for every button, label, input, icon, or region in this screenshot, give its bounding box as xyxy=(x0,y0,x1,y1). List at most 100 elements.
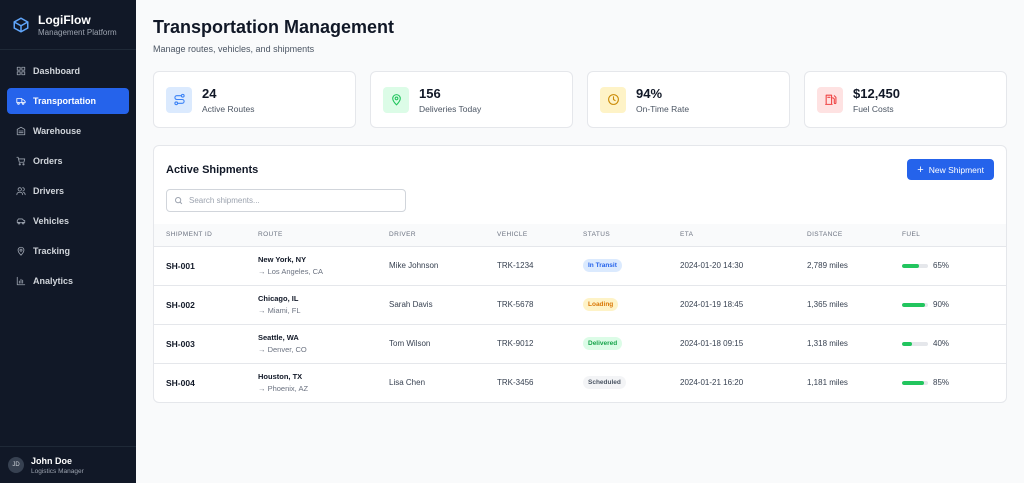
driver: Tom Wilson xyxy=(389,323,497,363)
stat-card: 94% On-Time Rate xyxy=(587,71,790,128)
logo: LogiFlow Management Platform xyxy=(0,0,136,50)
stat-card: $12,450 Fuel Costs xyxy=(804,71,1007,128)
sidebar-item-label: Tracking xyxy=(33,246,71,256)
stat-value: $12,450 xyxy=(853,85,900,101)
route-to: → Phoenix, AZ xyxy=(258,384,309,394)
sidebar-item-label: Vehicles xyxy=(33,216,70,226)
user-name: John Doe xyxy=(31,455,73,466)
sidebar-item-label: Dashboard xyxy=(33,66,81,76)
sidebar-item-dashboard[interactable]: Dashboard xyxy=(7,58,129,84)
sidebar-item-orders[interactable]: Orders xyxy=(7,148,129,174)
stat-value: 24 xyxy=(202,85,217,101)
driver: Lisa Chen xyxy=(389,362,497,402)
sidebar-item-analytics[interactable]: Analytics xyxy=(7,268,129,294)
clock-icon xyxy=(600,86,626,113)
new-shipment-button[interactable]: + New Shipment xyxy=(907,159,994,180)
search-box xyxy=(166,189,406,212)
column-header[interactable]: FUEL xyxy=(902,231,921,239)
stat-value: 156 xyxy=(419,85,441,101)
fuel-label: 90% xyxy=(933,300,950,309)
car-icon xyxy=(16,216,26,226)
distance: 2,789 miles xyxy=(807,245,902,285)
column-header[interactable]: DISTANCE xyxy=(807,231,843,239)
user-role: Logistics Manager xyxy=(31,467,84,475)
fuel-bar xyxy=(902,263,928,268)
chart-icon xyxy=(16,276,26,286)
vehicle: TRK-3456 xyxy=(497,362,583,402)
route-from: Seattle, WA xyxy=(258,333,299,342)
vehicle: TRK-5678 xyxy=(497,284,583,324)
truck-icon xyxy=(16,96,26,106)
avatar: JD xyxy=(8,457,24,473)
status-badge: In Transit xyxy=(583,259,622,272)
sidebar-item-warehouse[interactable]: Warehouse xyxy=(7,118,129,144)
driver: Sarah Davis xyxy=(389,284,497,324)
user-profile[interactable]: JD John Doe Logistics Manager xyxy=(0,446,136,483)
status-badge: Delivered xyxy=(583,337,623,350)
column-header[interactable]: DRIVER xyxy=(389,231,416,239)
shipments-card: Active Shipments + New Shipment SHIPMENT … xyxy=(153,145,1007,403)
column-header[interactable]: ETA xyxy=(680,231,694,239)
stat-label: Fuel Costs xyxy=(853,103,894,114)
distance: 1,181 miles xyxy=(807,362,902,402)
column-header[interactable]: VEHICLE xyxy=(497,231,528,239)
table-row[interactable]: SH-001 New York, NY → Los Angeles, CA Mik… xyxy=(154,245,1006,285)
fuel-bar xyxy=(902,381,928,386)
app-tagline: Management Platform xyxy=(38,27,117,37)
sidebar: LogiFlow Management Platform Dashboard Tra… xyxy=(0,0,136,483)
route-to: → Los Angeles, CA xyxy=(258,267,324,276)
fuel-bar xyxy=(902,341,928,346)
sidebar-nav: Dashboard Transportation Warehouse Orders Dr… xyxy=(0,50,136,306)
map-pin-icon xyxy=(383,86,409,113)
fuel-label: 65% xyxy=(933,261,950,270)
route-from: New York, NY xyxy=(258,255,307,264)
fuel-icon xyxy=(817,86,843,113)
sidebar-item-label: Warehouse xyxy=(33,126,82,136)
search-input[interactable] xyxy=(189,196,389,205)
stat-card: 24 Active Routes xyxy=(153,71,356,128)
distance: 1,365 miles xyxy=(807,284,902,324)
fuel-label: 85% xyxy=(933,378,950,388)
stat-label: On-Time Rate xyxy=(636,103,690,114)
eta: 2024-01-21 16:20 xyxy=(680,362,807,402)
route-to: → Denver, CO xyxy=(258,345,307,354)
column-header[interactable]: SHIPMENT ID xyxy=(166,231,213,239)
table-row[interactable]: SH-002 Chicago, IL → Miami, FL Sarah Davi… xyxy=(154,284,1006,324)
route-to: → Miami, FL xyxy=(258,306,301,315)
stat-label: Active Routes xyxy=(202,103,255,114)
page-title: Transportation Management xyxy=(153,17,395,37)
sidebar-item-label: Orders xyxy=(33,156,63,166)
shipment-id: SH-004 xyxy=(166,377,195,388)
map-pin-icon xyxy=(16,246,26,256)
shipment-id: SH-002 xyxy=(166,299,195,310)
sidebar-item-drivers[interactable]: Drivers xyxy=(7,178,129,204)
stats-cards: 24 Active Routes 156 Deliveries Today 94% On-… xyxy=(153,71,1007,128)
column-header[interactable]: ROUTE xyxy=(258,231,283,239)
fuel-bar xyxy=(902,302,928,307)
warehouse-icon xyxy=(16,126,26,136)
stat-label: Deliveries Today xyxy=(419,103,482,114)
table-row[interactable]: SH-004 Houston, TX → Phoenix, AZ Lisa Che… xyxy=(154,362,1006,402)
column-header[interactable]: STATUS xyxy=(583,231,611,239)
vehicle: TRK-9012 xyxy=(497,323,583,363)
cart-icon xyxy=(16,156,26,166)
vehicle: TRK-1234 xyxy=(497,245,583,285)
sidebar-item-tracking[interactable]: Tracking xyxy=(7,238,129,264)
sidebar-item-vehicles[interactable]: Vehicles xyxy=(7,208,129,234)
shipments-table: SHIPMENT ID ROUTE DRIVER VEHICLE STATUS ETA DI… xyxy=(154,224,1006,402)
main-content: Transportation Management Manage routes,… xyxy=(136,0,1024,483)
sidebar-item-transportation[interactable]: Transportation xyxy=(7,88,129,114)
stat-card: 156 Deliveries Today xyxy=(370,71,573,128)
plus-icon: + xyxy=(917,163,924,176)
stat-value: 94% xyxy=(636,85,663,101)
new-shipment-label: New Shipment xyxy=(928,164,984,175)
route-from: Houston, TX xyxy=(258,372,303,382)
distance: 1,318 miles xyxy=(807,323,902,363)
page-subtitle: Manage routes, vehicles, and shipments xyxy=(153,44,315,54)
box-icon xyxy=(13,16,29,33)
dashboard-icon xyxy=(16,66,26,76)
table-row[interactable]: SH-003 Seattle, WA → Denver, CO Tom Wilso… xyxy=(154,323,1006,363)
route-icon xyxy=(166,86,192,113)
eta: 2024-01-20 14:30 xyxy=(680,245,807,285)
status-badge: Scheduled xyxy=(583,376,626,390)
